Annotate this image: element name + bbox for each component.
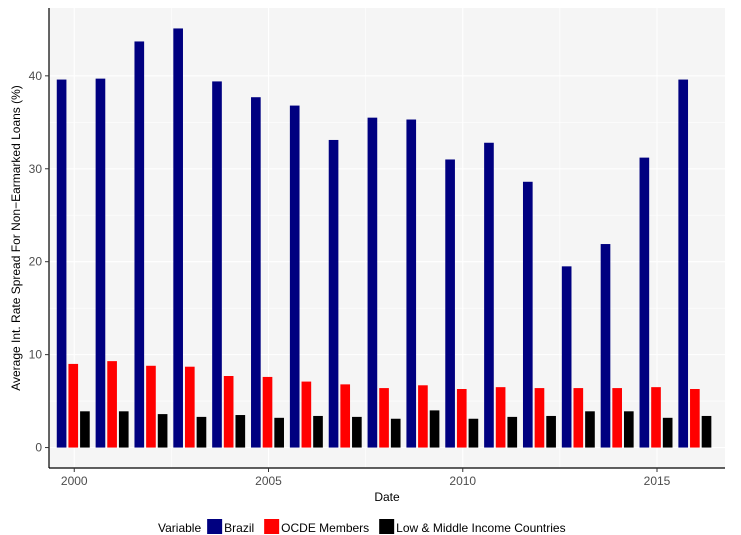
bar — [390, 418, 401, 448]
bar — [107, 361, 117, 448]
bar — [546, 415, 556, 448]
bar — [289, 105, 300, 448]
bar — [468, 418, 479, 448]
bar — [212, 81, 222, 448]
y-axis-title: Average Int. Rate Spread For Non−Earmark… — [9, 85, 23, 391]
x-axis-title: Date — [374, 490, 400, 504]
bar — [95, 78, 106, 448]
legend-title: Variable — [158, 521, 201, 535]
bar — [146, 365, 156, 448]
bar — [173, 28, 183, 448]
bar — [429, 410, 440, 448]
bar — [251, 97, 261, 448]
bar — [235, 415, 246, 448]
bar — [507, 416, 518, 448]
bar — [328, 139, 339, 448]
bar — [56, 79, 67, 448]
bar — [585, 411, 595, 448]
legend: Variable Brazil OCDE Members Low & Middle … — [158, 519, 566, 535]
bar — [484, 142, 494, 448]
x-ticks: 2000 2005 2010 2015 — [61, 468, 671, 488]
bar — [352, 416, 362, 448]
legend-label: Low & Middle Income Countries — [396, 521, 565, 535]
bar — [534, 388, 545, 448]
bar — [262, 376, 273, 448]
bar — [495, 387, 506, 448]
y-tick-label: 40 — [29, 69, 43, 83]
bar — [445, 159, 455, 448]
bar — [196, 416, 207, 448]
bar — [406, 119, 417, 448]
bar — [678, 79, 689, 448]
bar — [612, 388, 622, 448]
y-tick-label: 0 — [35, 441, 42, 455]
bar — [522, 181, 533, 448]
x-tick-label: 2005 — [255, 474, 282, 488]
bar — [301, 381, 312, 448]
legend-key — [379, 519, 395, 534]
legend-label: Brazil — [224, 521, 254, 535]
bar — [600, 244, 611, 448]
y-tick-label: 30 — [29, 162, 43, 176]
bar — [701, 415, 712, 448]
bar — [118, 411, 129, 448]
bar — [223, 376, 234, 448]
bar — [313, 415, 323, 448]
legend-key — [207, 519, 223, 534]
bar — [651, 387, 661, 448]
bar — [639, 157, 650, 448]
bar — [134, 41, 145, 448]
y-ticks: 0 10 20 30 40 — [29, 69, 49, 455]
bar — [690, 389, 700, 448]
bar — [157, 414, 168, 448]
x-tick-label: 2000 — [61, 474, 88, 488]
bars — [56, 28, 712, 448]
bar — [561, 266, 572, 448]
bar — [274, 417, 284, 448]
x-tick-label: 2010 — [449, 474, 476, 488]
bar — [573, 388, 584, 448]
bar — [367, 117, 378, 448]
bar — [68, 363, 79, 448]
bar — [623, 411, 634, 448]
bar — [340, 384, 351, 448]
legend-key — [264, 519, 280, 534]
x-tick-label: 2015 — [644, 474, 671, 488]
bar — [379, 388, 389, 448]
bar — [662, 417, 673, 448]
bar — [456, 389, 467, 448]
bar — [184, 366, 195, 448]
legend-label: OCDE Members — [281, 521, 369, 535]
y-tick-label: 20 — [29, 255, 43, 269]
y-tick-label: 10 — [29, 348, 43, 362]
bar — [80, 411, 90, 448]
bar — [418, 385, 428, 448]
